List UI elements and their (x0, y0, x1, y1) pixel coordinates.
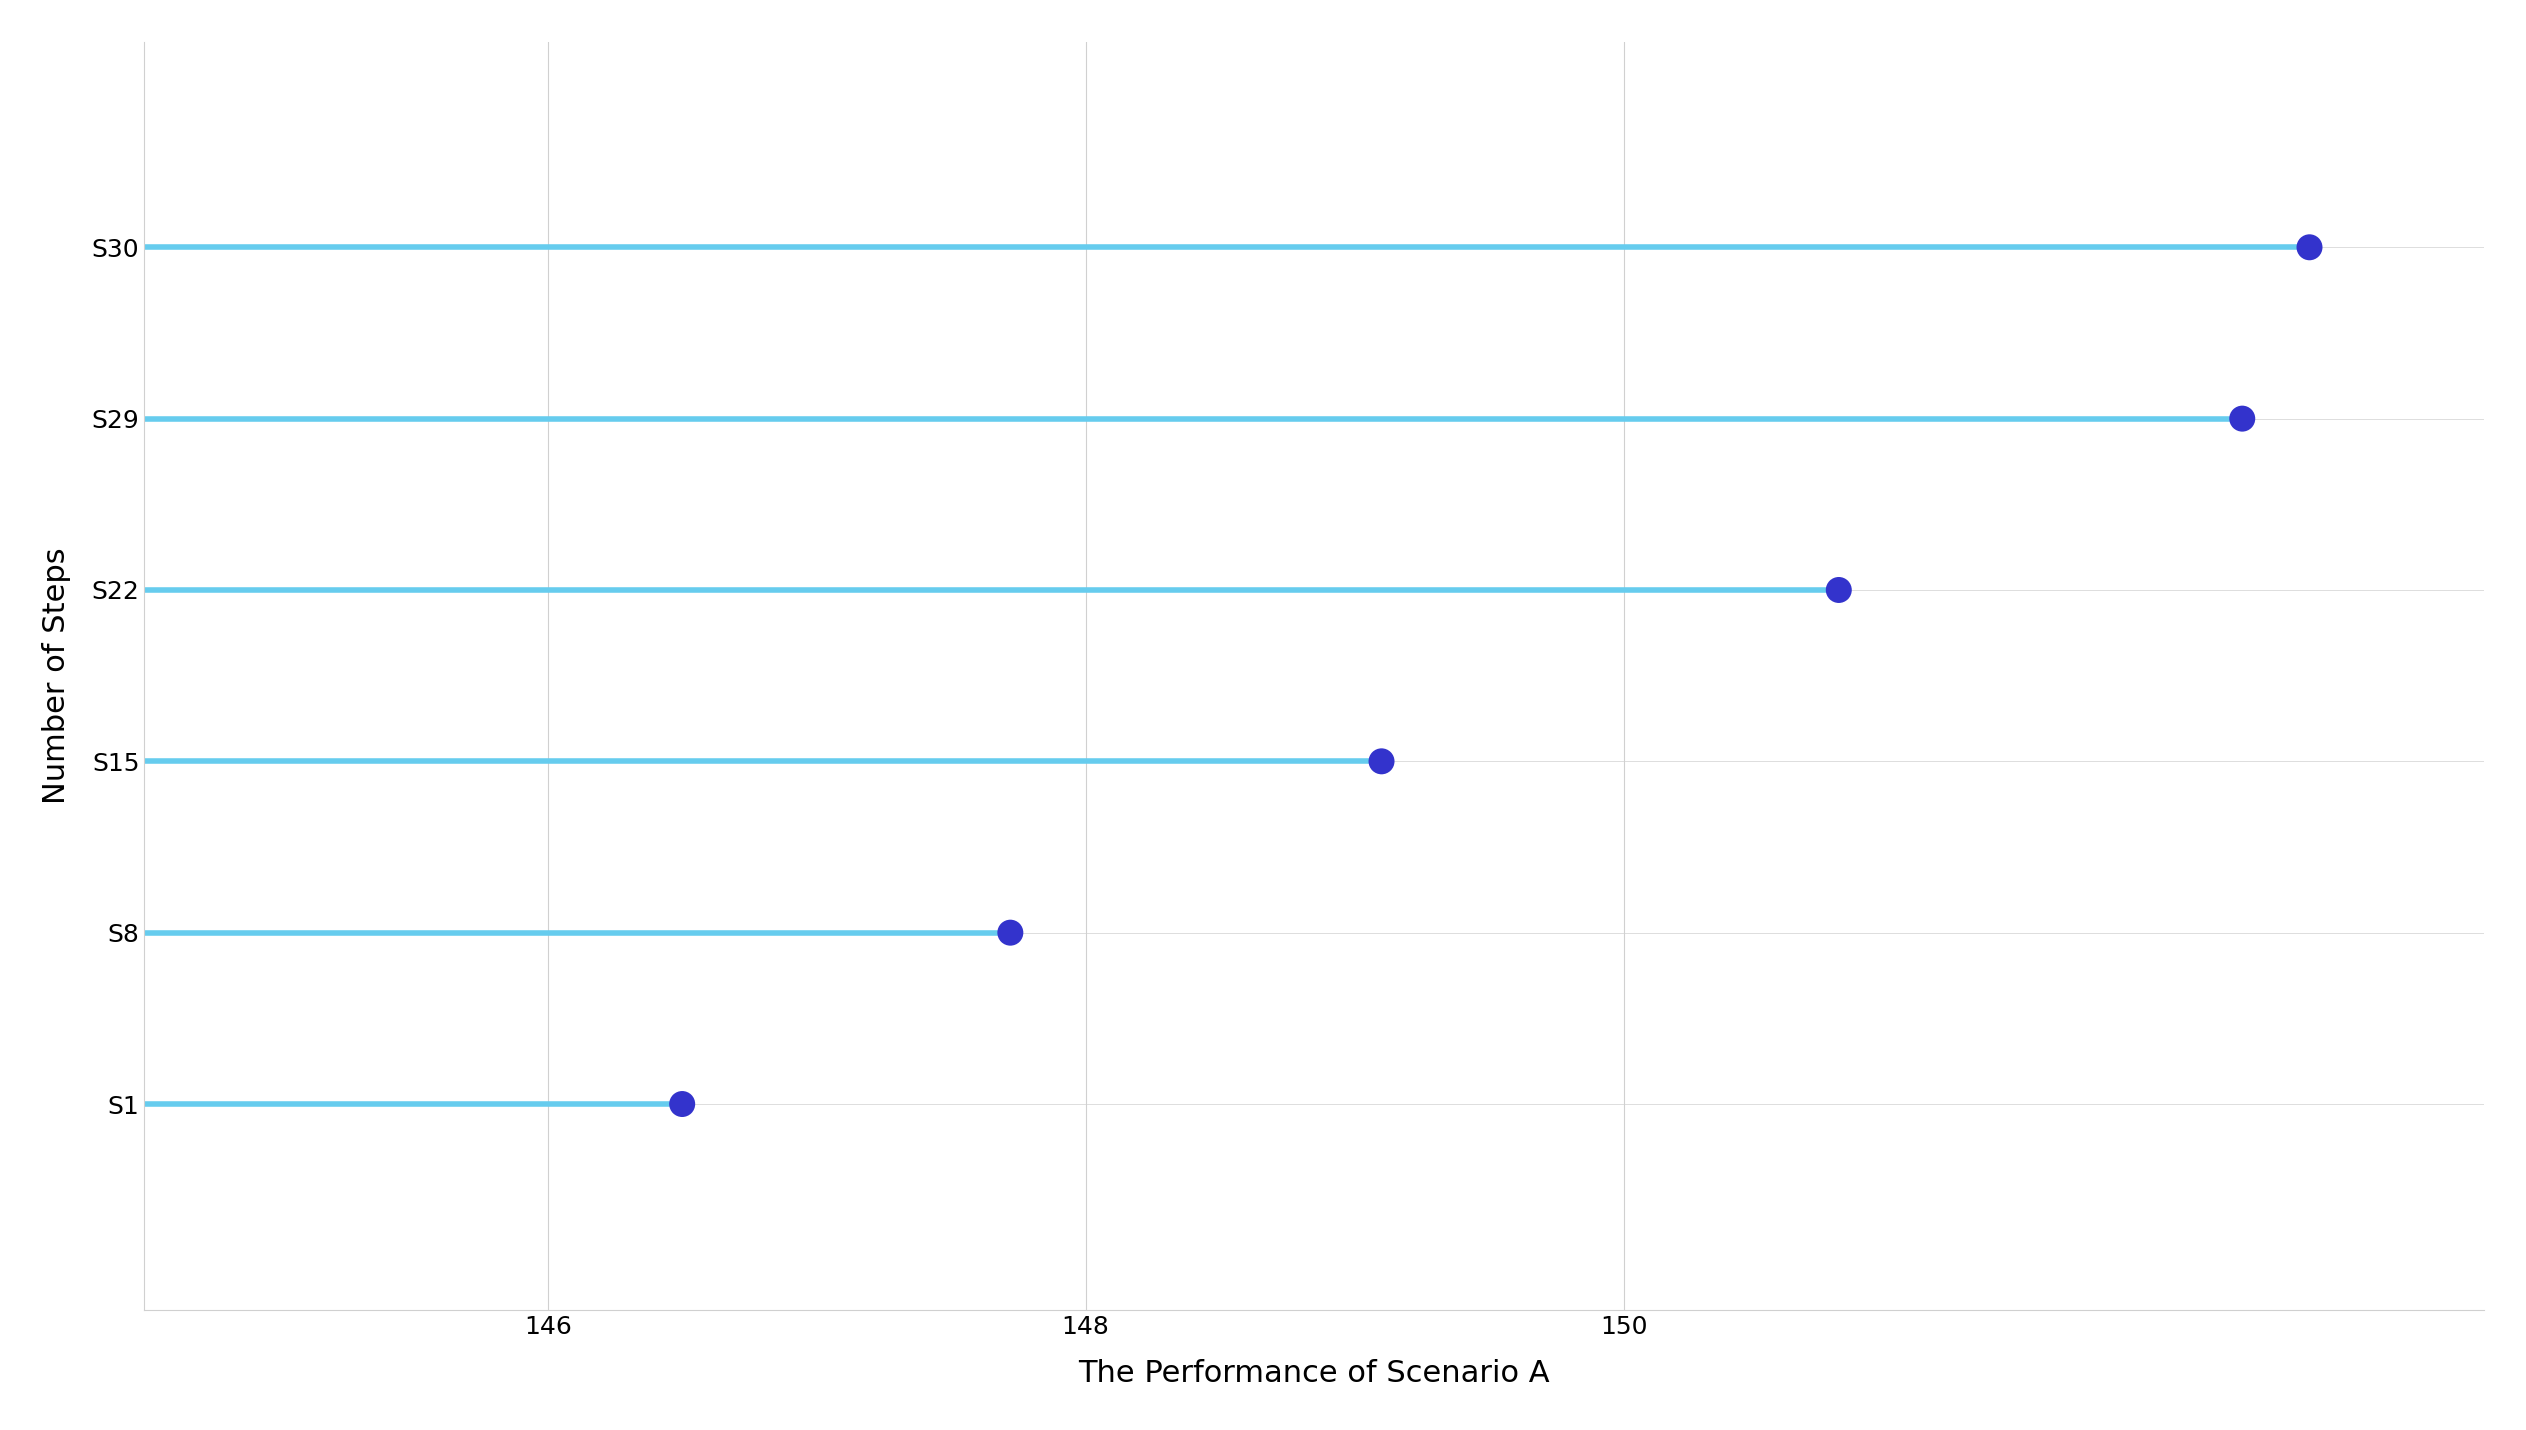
Point (1362, 749, 1402, 772)
X-axis label: The Performance of Scenario A: The Performance of Scenario A (1079, 1360, 1551, 1389)
Point (662, 1093, 702, 1115)
Y-axis label: Number of Steps: Number of Steps (40, 548, 71, 804)
Point (2223, 408, 2263, 430)
Point (990, 921, 1031, 944)
Point (1819, 579, 1859, 602)
Point (2289, 236, 2329, 259)
